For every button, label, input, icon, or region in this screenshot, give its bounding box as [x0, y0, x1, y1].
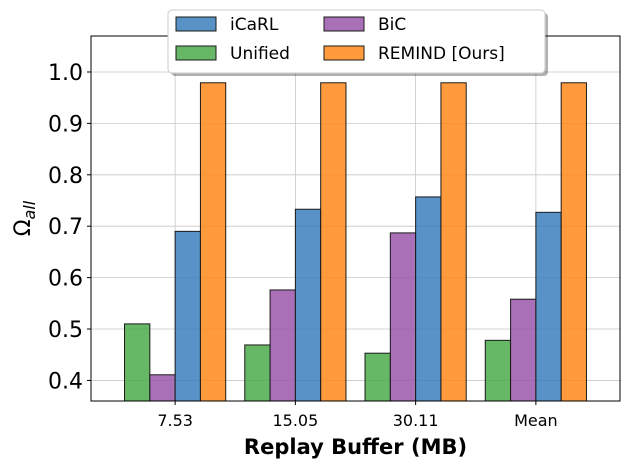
legend-swatch-unified [175, 45, 217, 61]
y-axis-label: Ωall [11, 200, 39, 236]
bar-unified [124, 323, 151, 402]
bar-bic [149, 374, 176, 402]
bar-icarl [535, 211, 562, 402]
y-axis: 0.4 0.5 0.6 0.7 0.8 0.9 1.0 [48, 61, 91, 394]
bar-remind-ours [560, 82, 587, 402]
bar-remind-ours [320, 82, 347, 402]
x-axis: 7.53 15.05 30.11 Mean [157, 401, 558, 430]
bars [124, 82, 587, 402]
y-tick-label: 0.4 [48, 369, 83, 394]
x-axis-label: Replay Buffer (MB) [244, 435, 467, 459]
y-axis-label-base: Ω [11, 219, 36, 236]
legend: iCaRL BiC Unified REMIND [Ours] [167, 9, 548, 76]
x-tick-label: Mean [514, 411, 558, 430]
legend-label-remind-ours: REMIND [Ours] [378, 44, 505, 64]
bar-remind-ours [440, 82, 467, 402]
y-tick-label: 0.5 [48, 318, 83, 343]
y-tick-label: 0.7 [48, 215, 83, 240]
legend-box [167, 9, 546, 74]
legend-label-unified: Unified [230, 44, 290, 64]
legend-swatch-bic [323, 16, 365, 32]
bar-unified [244, 344, 271, 402]
bar-icarl [415, 196, 442, 402]
legend-label-bic: BiC [378, 15, 406, 35]
x-tick-label: 7.53 [157, 411, 193, 430]
bar-bic [269, 289, 296, 402]
y-tick-label: 0.9 [48, 112, 83, 137]
legend-label-icarl: iCaRL [230, 15, 279, 35]
legend-swatch-icarl [175, 16, 217, 32]
x-tick-label: 15.05 [272, 411, 318, 430]
bar-icarl [174, 230, 201, 402]
bar-unified [364, 352, 391, 402]
y-axis-label-subscript: all [20, 200, 39, 219]
bar-icarl [294, 208, 322, 402]
bar-remind-ours [199, 82, 227, 402]
bar-bic [389, 232, 417, 402]
y-tick-label: 0.8 [48, 164, 83, 189]
bar-bic [510, 298, 537, 402]
x-tick-label: 30.11 [393, 411, 439, 430]
y-tick-label: 0.6 [48, 267, 83, 292]
legend-swatch-remind-ours [323, 45, 365, 61]
bar-unified [484, 339, 512, 402]
y-tick-label: 1.0 [48, 61, 83, 86]
